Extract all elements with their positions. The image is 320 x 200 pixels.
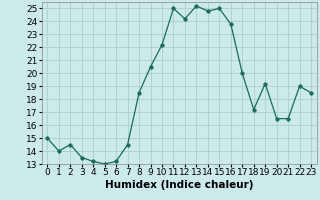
X-axis label: Humidex (Indice chaleur): Humidex (Indice chaleur)	[105, 180, 253, 190]
